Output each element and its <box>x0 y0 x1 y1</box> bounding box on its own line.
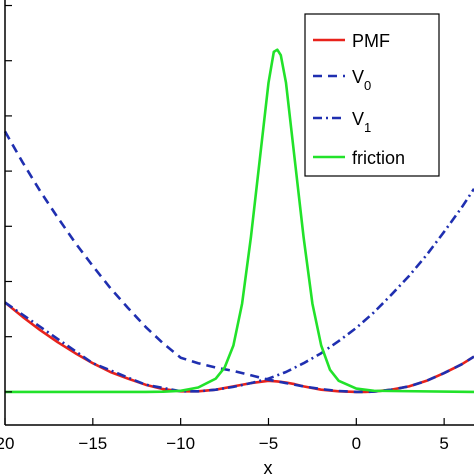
legend-label-3: friction <box>352 148 405 168</box>
x-tick-label-5: 5 <box>439 434 448 453</box>
axes-layer: 20 −15 −10 −5 0 5 <box>0 0 474 453</box>
x-tick-label-1: −15 <box>78 434 107 453</box>
series-line-3 <box>5 48 474 394</box>
series-layer <box>3 48 474 394</box>
x-tick-label-3: −5 <box>259 434 278 453</box>
x-axis-label: x <box>264 458 273 474</box>
series-line-2 <box>4 188 474 393</box>
x-tick-label-2: −10 <box>166 434 195 453</box>
x-tick-label-4: 0 <box>352 434 361 453</box>
series-line-1 <box>3 130 474 394</box>
legend-label-0: PMF <box>352 31 390 51</box>
x-tick-label-0: 20 <box>0 434 14 453</box>
